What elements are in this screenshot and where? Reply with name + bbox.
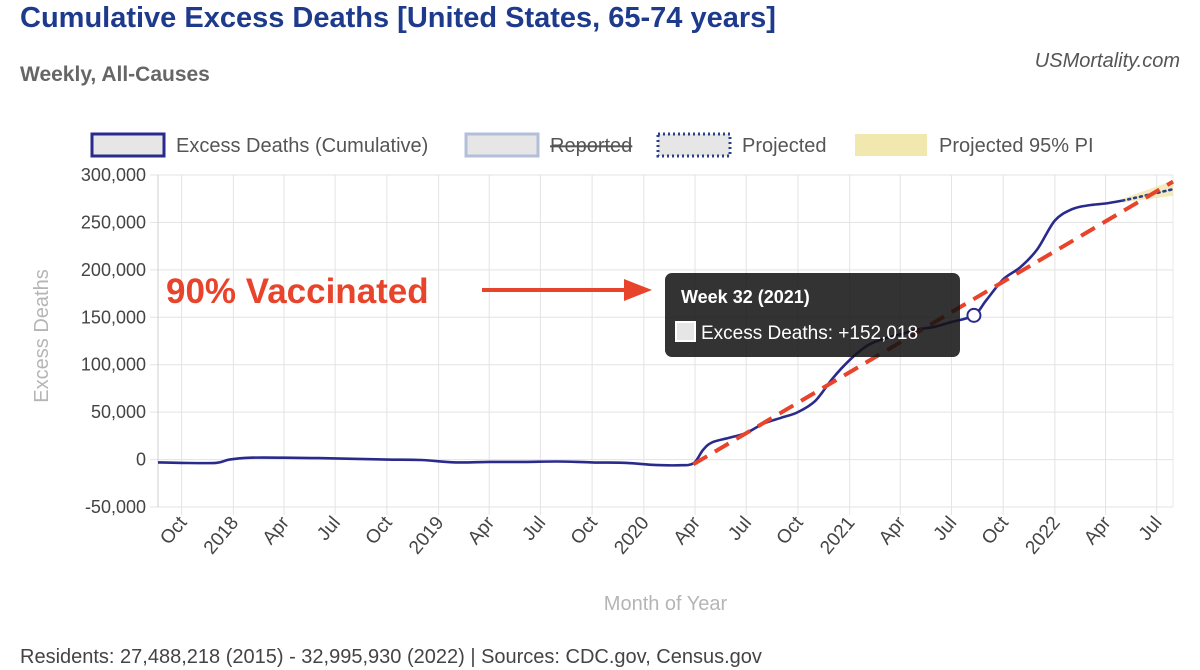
x-tick-label: 2018 [200, 513, 243, 559]
x-tick-label: 2022 [1021, 513, 1064, 559]
hovered-point [966, 307, 982, 323]
projected-line [1121, 187, 1175, 202]
legend-label: Excess Deaths (Cumulative) [176, 135, 428, 157]
x-tick-label: Apr [464, 512, 500, 549]
x-tick-label: Oct [978, 512, 1014, 549]
x-tick-label: Jul [313, 513, 345, 545]
x-tick-label: Apr [259, 512, 295, 549]
x-tick-label: Oct [156, 512, 192, 549]
vaccination-annotation: 90% Vaccinated [166, 272, 652, 311]
excess-deaths-chart: Excess Deaths (Cumulative) Reported Projec… [31, 132, 1175, 615]
legend-swatch [855, 134, 927, 156]
y-tick-label: 300,000 [81, 165, 146, 185]
x-tick-label: Apr [875, 512, 911, 549]
excess-deaths-line [157, 199, 1123, 467]
y-axis-title: Excess Deaths [31, 269, 53, 402]
legend-label: Projected [742, 135, 827, 157]
x-tick-label: Oct [362, 512, 398, 549]
x-tick-label: Oct [567, 512, 603, 549]
x-tick-label: Jul [1135, 513, 1167, 545]
x-tick-label: Oct [773, 512, 809, 549]
y-tick-label: 150,000 [81, 307, 146, 327]
y-tick-label: 100,000 [81, 355, 146, 375]
chart-legend[interactable]: Excess Deaths (Cumulative) Reported Projec… [90, 132, 1094, 158]
chart-axes: -50,000 0 50,000 100,000 150,000 200,000 250,0… [31, 165, 1167, 615]
y-tick-label: 250,000 [81, 212, 146, 232]
legend-label: Reported [550, 135, 632, 157]
tooltip-swatch [675, 321, 696, 342]
x-axis-title: Month of Year [604, 593, 728, 615]
x-tick-label: Jul [930, 513, 962, 545]
chart-grid [150, 174, 1174, 515]
x-tick-label: Apr [670, 512, 706, 549]
x-tick-label: 2021 [816, 513, 859, 559]
y-tick-label: 0 [136, 450, 146, 470]
x-tick-label: Jul [519, 513, 551, 545]
hover-tooltip: Week 32 (2021) Excess Deaths: +152,018 [665, 273, 960, 357]
tooltip-box [665, 273, 960, 357]
x-tick-label: 2019 [405, 513, 448, 559]
chart-footer: Residents: 27,488,218 (2015) - 32,995,93… [20, 646, 762, 668]
annotation-arrow-head [624, 279, 652, 301]
x-tick-label: Apr [1080, 512, 1116, 549]
y-tick-label: 200,000 [81, 260, 146, 280]
legend-swatch [656, 132, 732, 158]
x-tick-label: 2020 [610, 513, 653, 559]
legend-label: Projected 95% PI [939, 135, 1094, 157]
annotation-label: 90% Vaccinated [166, 272, 429, 311]
legend-swatch [464, 132, 540, 158]
y-tick-label: 50,000 [91, 402, 146, 422]
legend-swatch [90, 132, 166, 158]
tooltip-body: Excess Deaths: +152,018 [701, 323, 918, 344]
chart-subtitle: Weekly, All-Causes [20, 63, 210, 86]
chart-title: Cumulative Excess Deaths [United States,… [20, 2, 776, 34]
source-watermark: USMortality.com [1034, 50, 1180, 72]
y-tick-label: -50,000 [85, 497, 146, 517]
x-tick-label: Jul [724, 513, 756, 545]
tooltip-title: Week 32 (2021) [681, 287, 810, 307]
